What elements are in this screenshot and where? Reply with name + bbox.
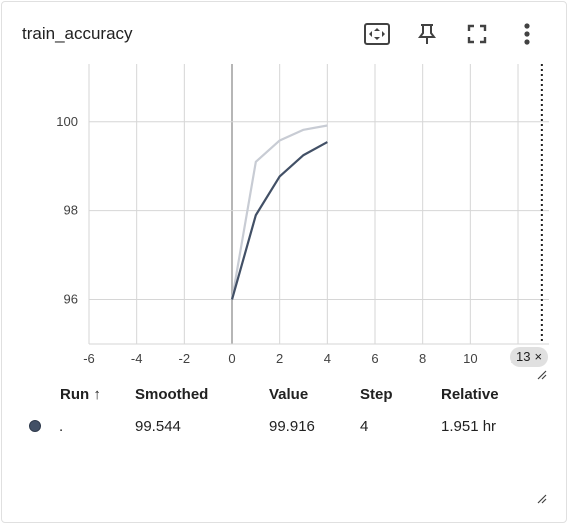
header-step: Step xyxy=(360,386,393,403)
fullscreen-icon xyxy=(467,24,487,44)
fit-domain-button[interactable] xyxy=(352,18,402,50)
header-relative: Relative xyxy=(441,386,499,403)
y-tick-label: 96 xyxy=(64,292,78,307)
x-tick-label: 10 xyxy=(463,351,477,366)
run-name: . xyxy=(59,418,64,435)
card-title: train_accuracy xyxy=(22,24,133,43)
pin-icon xyxy=(418,24,436,44)
header-value: Value xyxy=(269,386,309,403)
pin-button[interactable] xyxy=(402,18,452,50)
raw-value: 99.916 xyxy=(269,418,315,435)
x-tick-label: -2 xyxy=(179,351,191,366)
relative-time: 1.951 hr xyxy=(441,418,497,435)
y-tick-label: 100 xyxy=(56,114,78,129)
step-marker-label: 13 xyxy=(516,349,531,364)
resize-handle-icon[interactable] xyxy=(537,370,547,380)
x-tick-label: 4 xyxy=(324,351,331,366)
header-smoothed: Smoothed xyxy=(135,386,209,403)
fullscreen-button[interactable] xyxy=(452,18,502,50)
y-tick-label: 98 xyxy=(64,203,78,218)
close-icon[interactable]: × xyxy=(534,349,543,364)
x-tick-label: 2 xyxy=(276,351,283,366)
x-tick-label: -4 xyxy=(131,351,143,366)
header-run[interactable]: Run ↑ xyxy=(60,386,101,403)
run-color-swatch xyxy=(29,420,41,432)
resize-handle-icon[interactable] xyxy=(537,494,547,504)
x-tick-label: 8 xyxy=(419,351,426,366)
x-tick-label: 6 xyxy=(371,351,378,366)
more-vert-icon xyxy=(524,23,530,45)
fit-domain-icon xyxy=(364,23,390,45)
step-value: 4 xyxy=(360,418,369,435)
x-tick-label: -6 xyxy=(83,351,95,366)
more-options-button[interactable] xyxy=(502,18,552,50)
x-tick-label: 0 xyxy=(228,351,235,366)
line-chart[interactable]: -6-4-20246810129698100 xyxy=(2,2,568,382)
step-marker-badge[interactable]: 13 × xyxy=(510,347,549,367)
smoothed-value: 99.544 xyxy=(135,418,181,435)
card-toolbar xyxy=(352,18,552,50)
